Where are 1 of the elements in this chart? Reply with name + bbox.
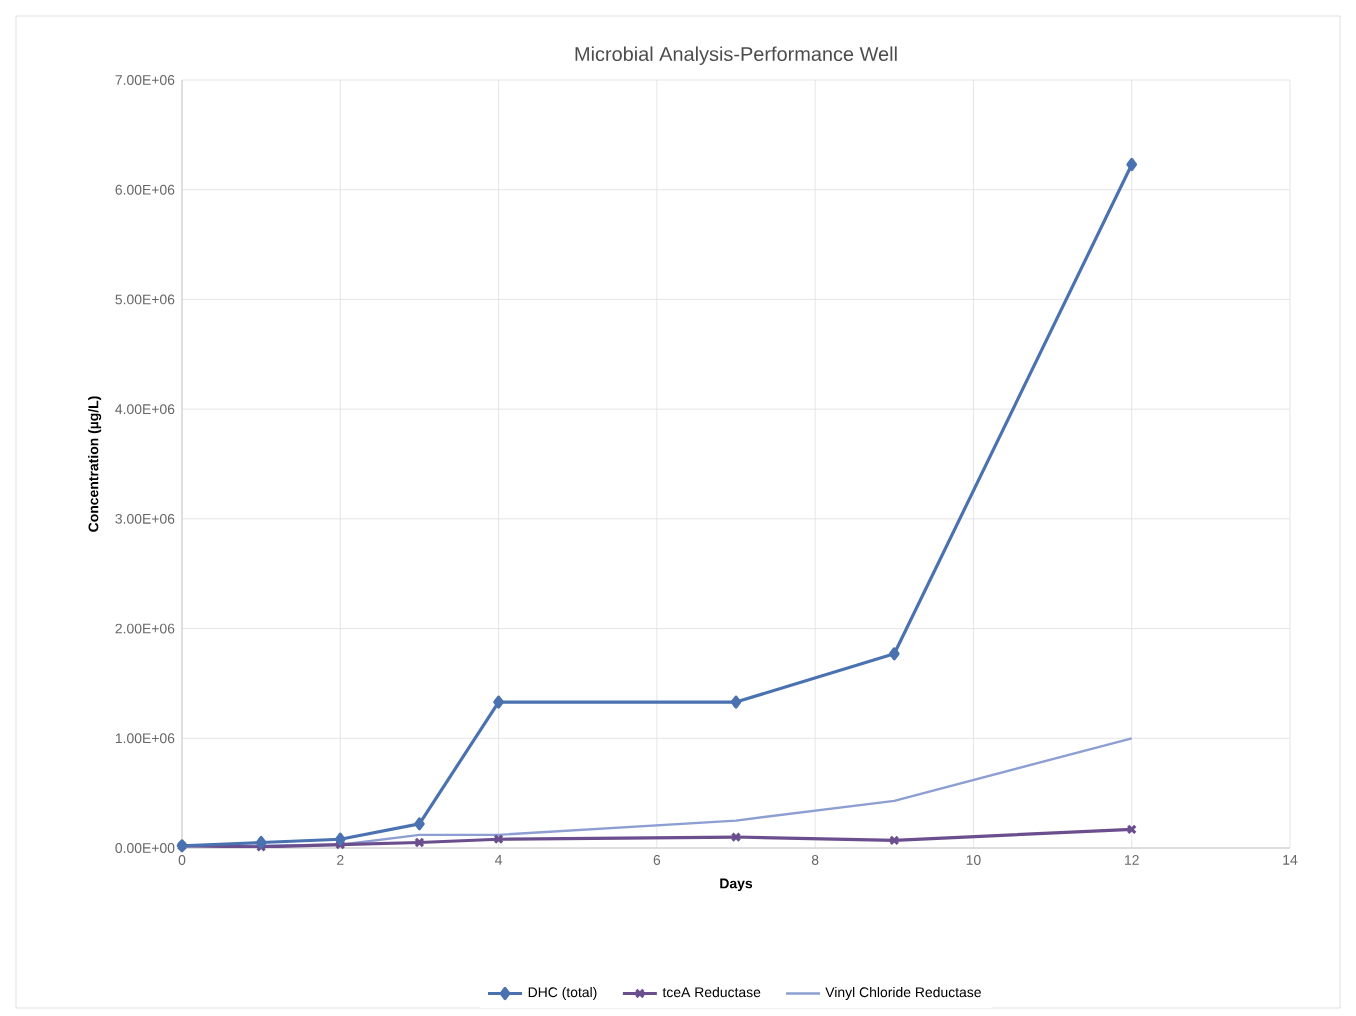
- chart-title: Microbial Analysis-Performance Well: [575, 46, 897, 65]
